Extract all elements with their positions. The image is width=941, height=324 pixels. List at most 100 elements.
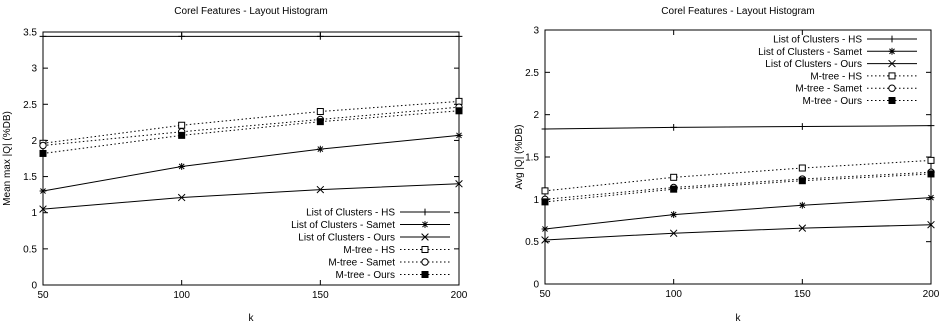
data-point [455, 180, 463, 188]
legend-label: M-tree - HS [343, 245, 395, 256]
series-line [544, 171, 932, 200]
legend-marker [421, 208, 429, 216]
y-tick-label: 2 [533, 110, 539, 121]
data-point [39, 141, 47, 150]
data-point [798, 123, 806, 130]
legend-marker [888, 59, 896, 68]
y-tick-label: 3 [533, 26, 539, 37]
data-point [455, 32, 463, 40]
legend-label: List of Clusters - HS [773, 35, 862, 46]
x-tick-label: 150 [312, 290, 329, 301]
y-tick-label: 2.5 [23, 100, 37, 111]
data-point [178, 121, 186, 129]
legend-marker [421, 258, 429, 266]
series-line [544, 197, 932, 230]
data-point [927, 122, 935, 130]
data-point [927, 170, 935, 178]
data-point [541, 225, 549, 233]
legend-label: M-tree - Ours [336, 270, 395, 281]
data-point [177, 193, 186, 202]
legend-marker [888, 97, 896, 104]
y-tick-label: 1 [31, 208, 37, 219]
legend-label: M-tree - Ours [803, 96, 862, 107]
y-axis-label: Mean max |Q| (%DB) [2, 111, 13, 206]
legend-label: List of Clusters - Ours [765, 59, 862, 70]
y-tick-label: 0.5 [23, 244, 37, 255]
y-tick-label: 1 [533, 195, 539, 206]
legend-label: List of Clusters - Samet [758, 47, 862, 58]
legend-marker [421, 271, 429, 278]
data-point [178, 131, 186, 139]
x-tick-label: 200 [451, 290, 468, 301]
data-point [316, 32, 324, 40]
x-tick-label: 100 [173, 290, 190, 301]
x-tick-label: 200 [923, 289, 940, 300]
series-line [42, 183, 460, 210]
x-tick-label: 50 [539, 289, 551, 300]
legend-marker [421, 246, 429, 253]
data-point [316, 108, 324, 116]
data-point [670, 173, 678, 181]
data-point [670, 211, 678, 218]
data-point [39, 187, 47, 195]
data-point [455, 107, 463, 115]
data-point [927, 220, 935, 229]
data-point [798, 164, 806, 172]
series-6 [39, 107, 463, 157]
legend-marker [888, 35, 896, 43]
data-point [541, 236, 549, 244]
data-point [669, 229, 678, 237]
legend-label: List of Clusters - HS [306, 208, 395, 219]
chart-2: Corel Features - Layout Histogram 0 0.5 1 1.… [514, 6, 940, 324]
y-tick-label: 0 [31, 281, 37, 292]
series-line [42, 134, 460, 192]
y-tick-label: 1.5 [525, 153, 539, 164]
chart-1: Corel Features - Layout Histogram 0 0.5 1 1.… [2, 6, 468, 324]
data-point [316, 118, 324, 126]
data-point [927, 194, 935, 202]
series-line [42, 110, 460, 154]
legend-label: List of Clusters - Samet [291, 220, 395, 231]
series-line [42, 106, 460, 146]
data-point [541, 187, 549, 195]
series-line [544, 159, 932, 192]
series-1 [541, 122, 935, 133]
legend-marker [888, 72, 896, 80]
series-6 [541, 170, 935, 206]
series-4 [541, 156, 935, 195]
data-point [798, 224, 807, 232]
data-point [670, 185, 678, 193]
data-point [798, 201, 806, 209]
x-axis-label: k [249, 313, 255, 324]
series-1 [39, 32, 463, 40]
legend-marker [888, 84, 896, 92]
data-point [316, 145, 324, 153]
data-point [316, 185, 325, 194]
x-tick-label: 50 [37, 290, 49, 301]
data-point [927, 156, 935, 164]
legend-marker [888, 47, 896, 55]
series-3 [39, 180, 463, 213]
y-tick-label: 0.5 [525, 237, 539, 248]
y-axis-label: Avg |Q| (%DB) [514, 124, 525, 189]
series-5 [39, 103, 463, 150]
series-line [544, 125, 932, 130]
legend-label: List of Clusters - Ours [298, 233, 395, 244]
data-point [541, 125, 549, 133]
chart-title: Corel Features - Layout Histogram [174, 6, 327, 17]
data-point [455, 131, 463, 139]
data-point [798, 177, 806, 185]
x-tick-label: 150 [794, 289, 811, 300]
x-tick-label: 100 [665, 289, 682, 300]
series-line [544, 224, 932, 241]
data-point [39, 149, 47, 157]
data-point [39, 205, 47, 213]
y-tick-label: 2.5 [525, 68, 539, 79]
y-tick-label: 3.5 [23, 28, 37, 39]
legend-label: M-tree - HS [810, 71, 862, 82]
y-tick-label: 1.5 [23, 172, 37, 183]
plot-frame [42, 31, 460, 286]
